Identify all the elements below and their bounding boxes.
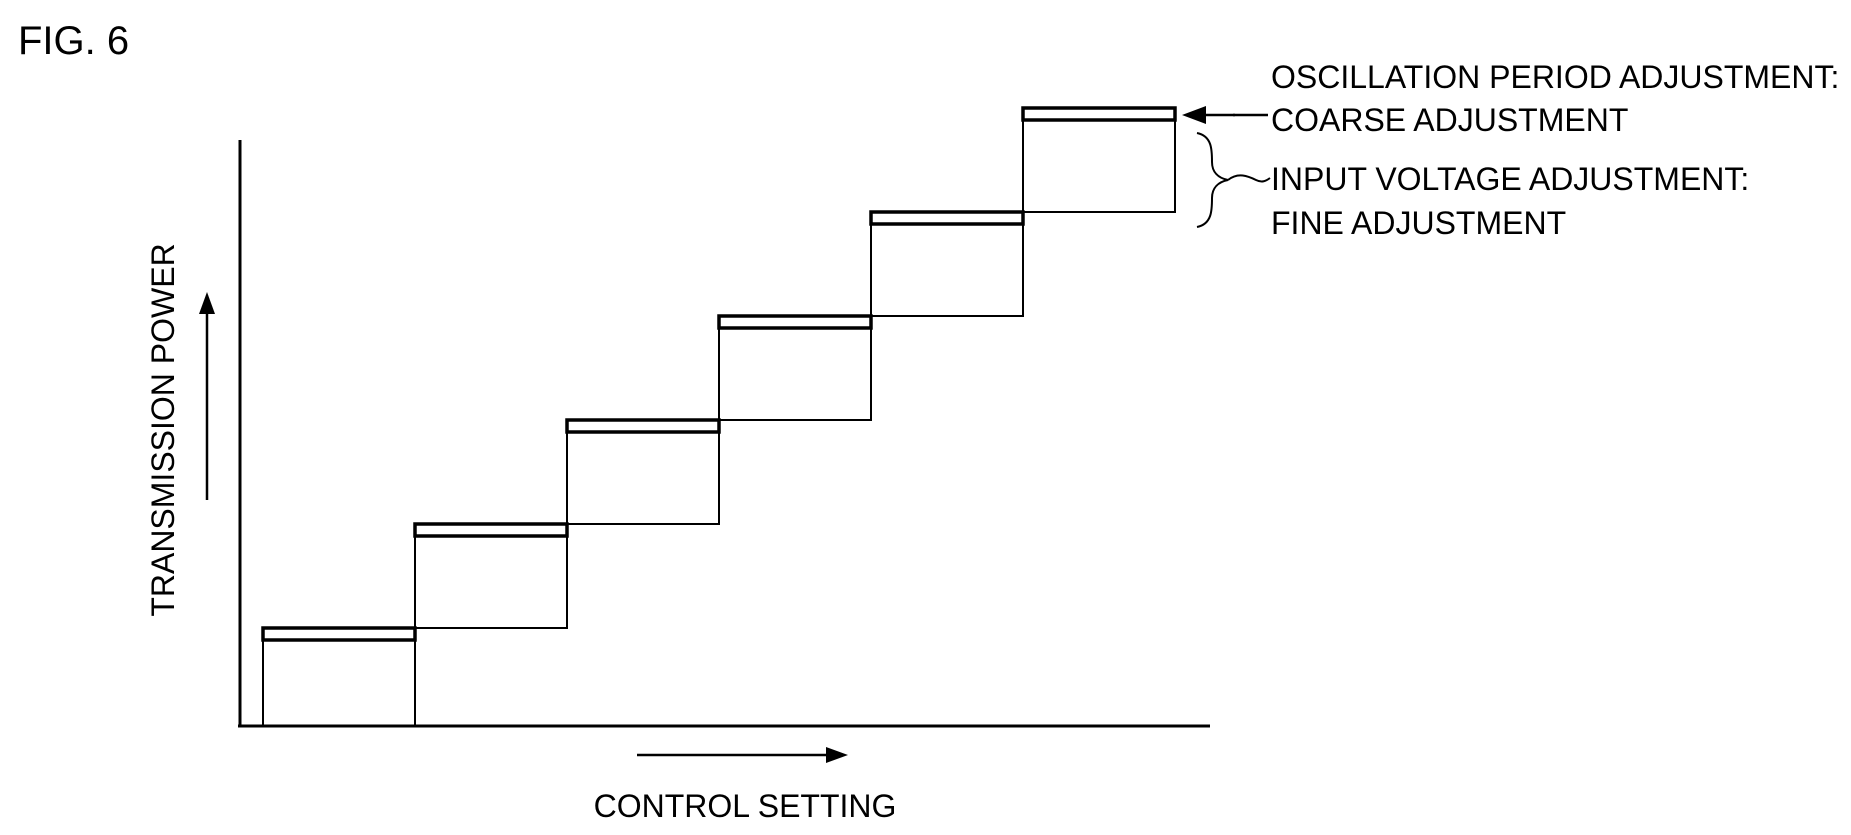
fine-leader-icon: [1227, 174, 1271, 183]
step-1-fine-range: [262, 627, 416, 727]
step-4-fine-range: [718, 315, 872, 421]
legend-fine-line1: INPUT VOLTAGE ADJUSTMENT:: [1271, 161, 1749, 197]
staircase: [261, 106, 1177, 727]
step-6-fine-range: [1022, 107, 1176, 213]
step-1-coarse-bar: [261, 626, 417, 642]
y-axis-label: TRANSMISSION POWER: [145, 243, 181, 616]
legend-fine-line2: FINE ADJUSTMENT: [1271, 205, 1566, 241]
step-5-fine-range: [870, 211, 1024, 317]
x-axis-label: CONTROL SETTING: [594, 788, 897, 824]
step-2-coarse-bar: [413, 522, 569, 538]
step-2-fine-range: [414, 523, 568, 629]
y-axis-arrow-icon: [199, 292, 215, 500]
step-3-coarse-bar: [565, 418, 721, 434]
step-5-coarse-bar: [869, 210, 1025, 226]
step-6-coarse-bar: [1021, 106, 1177, 122]
x-axis-arrow-icon: [637, 747, 848, 763]
step-3-fine-range: [566, 419, 720, 525]
coarse-arrow-icon: [1182, 106, 1268, 124]
fine-brace-icon: [1196, 132, 1229, 228]
legend-coarse-line2: COARSE ADJUSTMENT: [1271, 102, 1628, 138]
step-4-coarse-bar: [717, 314, 873, 330]
figure-label: FIG. 6: [18, 19, 129, 63]
legend-coarse-line1: OSCILLATION PERIOD ADJUSTMENT:: [1271, 59, 1839, 95]
